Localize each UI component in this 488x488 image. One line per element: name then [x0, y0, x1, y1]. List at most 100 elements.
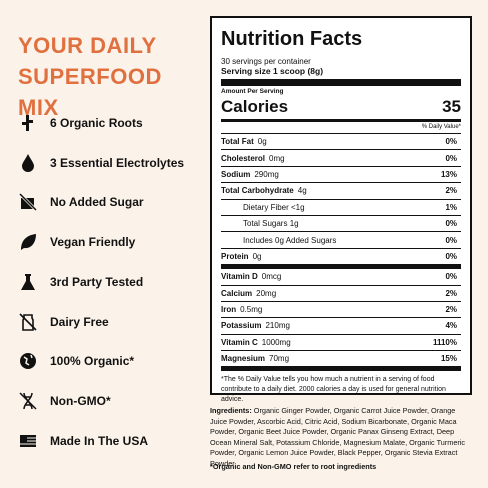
- nutrient-name: Total Carbohydrate: [221, 186, 294, 196]
- nutrient-amount: 1000mg: [261, 337, 291, 347]
- nutrient: Total Sugars 1g: [221, 219, 299, 228]
- nutrient-name: Protein: [221, 251, 249, 261]
- feature-icon: [22, 153, 34, 172]
- nutrient-name: Vitamin D: [221, 272, 258, 282]
- panel-title: Nutrition Facts: [221, 28, 363, 50]
- feature-label: 3rd Party Tested: [50, 274, 144, 289]
- nutrient-amount: 20mg: [256, 288, 277, 298]
- nutrient-dv: 0%: [445, 137, 457, 147]
- nutrient-amount: 0g: [257, 137, 267, 147]
- nutrient-row: Vitamin C 1000mg 1110%: [221, 333, 461, 350]
- nutrient-amount: 0g: [252, 251, 262, 261]
- note: *Organic and Non-GMO refer to root ingre…: [210, 462, 377, 471]
- feature: Dairy Free: [18, 312, 109, 332]
- nutrient-dv: 1%: [445, 202, 457, 212]
- nutrient-dv: 0%: [445, 219, 457, 229]
- nutrient-row: Vitamin D 0mcg 0%: [221, 264, 461, 284]
- calories: 35: [442, 97, 461, 116]
- nutrient: Magnesium 70mg: [221, 354, 289, 363]
- feature-icon: [22, 115, 33, 131]
- nutrient-amount: 0mg: [269, 153, 285, 163]
- feature: 100% Organic*: [18, 351, 134, 371]
- nutrient-amount: 70mg: [269, 354, 290, 364]
- feature-icon: [20, 434, 36, 447]
- feature-icon: [19, 312, 37, 331]
- feature: 6 Organic Roots: [18, 113, 143, 133]
- nutrient-amount: 0mcg: [261, 272, 282, 282]
- nutrient-row: Calcium 20mg 2%: [221, 284, 461, 301]
- nutrition-panel: Nutrition Facts 30 servings per containe…: [210, 16, 472, 403]
- nutrient: Dietary Fiber <1g: [221, 203, 305, 212]
- nutrient-dv: 15%: [440, 354, 457, 364]
- feature: 3 Essential Electrolytes: [18, 153, 184, 173]
- nutrient: Iron 0.5mg: [221, 305, 262, 314]
- ingredients-text: Organic Ginger Powder, Organic Carrot Ju…: [210, 406, 466, 468]
- nutrient-row: Potassium 210mg 4%: [221, 317, 461, 333]
- nutrient: Total Carbohydrate 4g: [221, 186, 307, 195]
- nutrient-name: Calcium: [221, 288, 253, 298]
- nutrient: Protein 0g: [221, 252, 261, 261]
- nutrient-amount: 4g: [297, 186, 307, 196]
- nutrient-row: Total Sugars 1g 0%: [221, 214, 461, 231]
- feature-label: No Added Sugar: [50, 195, 144, 210]
- ingredients-label: Ingredients:: [210, 406, 252, 415]
- amount-per-serving: Amount Per Serving: [221, 88, 284, 95]
- calories-label: Calories: [221, 97, 289, 116]
- heading: YOUR DAILY SUPERFOOD MIX: [18, 33, 162, 120]
- feature-label: Dairy Free: [50, 314, 109, 329]
- nutrient-dv: 13%: [440, 169, 457, 179]
- feature: Made In The USA: [18, 431, 148, 451]
- feature: 3rd Party Tested: [18, 272, 143, 292]
- nutrient-name: Potassium: [221, 321, 262, 331]
- nutrient: Sodium 290mg: [221, 170, 279, 179]
- nutrient-amount: 210mg: [265, 321, 290, 331]
- feature-label: 100% Organic*: [50, 354, 135, 369]
- nutrient-name: Vitamin C: [221, 337, 258, 347]
- nutrient-row: Dietary Fiber <1g 1%: [221, 198, 461, 215]
- nutrient-row: Cholesterol 0mg 0%: [221, 149, 461, 165]
- feature-icon: [19, 392, 37, 410]
- nutrient-row: Total Fat 0g 0%: [221, 133, 461, 149]
- feature: No Added Sugar: [18, 192, 144, 212]
- nutrient-name: Iron: [221, 305, 237, 315]
- nutrient-dv: 0%: [445, 251, 457, 261]
- nutrient-dv: 0%: [445, 272, 457, 282]
- ingredients: Ingredients: Organic Ginger Powder, Orga…: [210, 406, 472, 469]
- dv-header: % Daily Value*: [421, 124, 461, 130]
- nutrient: Vitamin D 0mcg: [221, 272, 281, 281]
- nutrient-name: Cholesterol: [221, 153, 266, 163]
- nutrient-row: Sodium 290mg 13%: [221, 165, 461, 182]
- nutrient-dv: 1110%: [432, 337, 457, 347]
- nutrient-row: Total Carbohydrate 4g 2%: [221, 182, 461, 198]
- feature-label: Vegan Friendly: [50, 235, 136, 250]
- feature-label: 6 Organic Roots: [50, 116, 143, 130]
- nutrient: Potassium 210mg: [221, 321, 290, 330]
- feature-icon: [21, 273, 35, 290]
- feature-label: 3 Essential Electrolytes: [50, 155, 185, 170]
- nutrient-name: Total Sugars 1g: [243, 219, 299, 229]
- feature-icon: [20, 353, 36, 370]
- nutrient-name: Sodium: [221, 169, 251, 179]
- feature-icon: [18, 193, 38, 212]
- nutrient: Vitamin C 1000mg: [221, 338, 291, 347]
- servings: 30 servings per container: [221, 57, 311, 66]
- nutrient-dv: 2%: [445, 305, 457, 315]
- feature-icon: [21, 234, 36, 251]
- nutrient: Includes 0g Added Sugars: [221, 236, 336, 245]
- feature: Non-GMO*: [18, 391, 111, 411]
- serving-size: Serving size 1 scoop (8g): [221, 66, 324, 76]
- nutrient-amount: 290mg: [254, 169, 279, 179]
- nutrient-name: Magnesium: [221, 354, 266, 364]
- nutrient-row: Includes 0g Added Sugars 0%: [221, 231, 461, 247]
- feature-label: Non-GMO*: [50, 393, 111, 408]
- nutrient-dv: 2%: [445, 288, 457, 298]
- nutrient: Total Fat 0g: [221, 137, 267, 146]
- nutrient-dv: 0%: [445, 235, 457, 245]
- nutrient-dv: 4%: [445, 321, 457, 331]
- nutrient-row: Iron 0.5mg 2%: [221, 300, 461, 317]
- nutrient-name: Dietary Fiber <1g: [243, 202, 305, 212]
- nutrient-dv: 0%: [445, 153, 457, 163]
- nutrient-row: Magnesium 70mg 15%: [221, 350, 461, 366]
- nutrient: Cholesterol 0mg: [221, 154, 285, 163]
